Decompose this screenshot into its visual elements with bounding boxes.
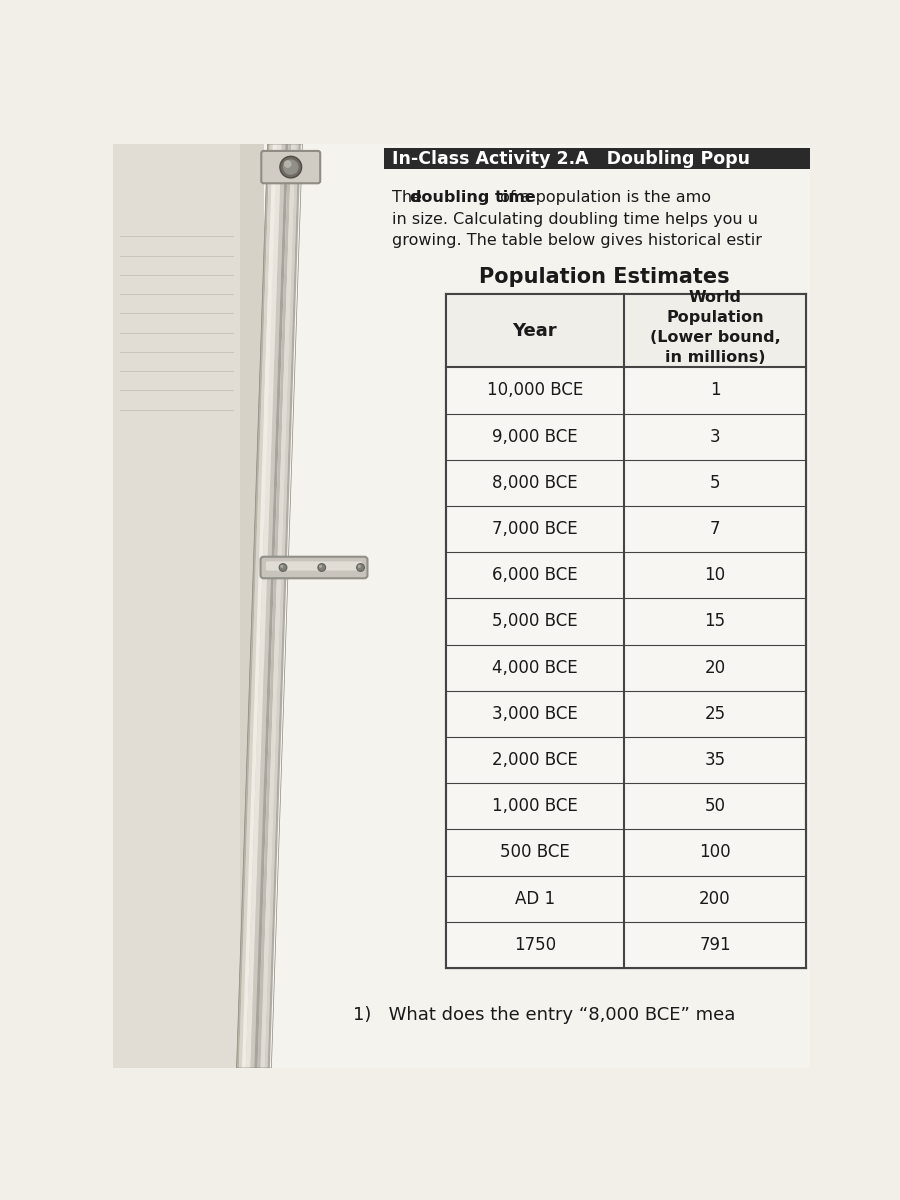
Text: 4,000 BCE: 4,000 BCE bbox=[492, 659, 578, 677]
Ellipse shape bbox=[288, 158, 292, 175]
Polygon shape bbox=[237, 144, 270, 1068]
Polygon shape bbox=[255, 144, 288, 1068]
Circle shape bbox=[279, 564, 287, 571]
FancyBboxPatch shape bbox=[446, 644, 806, 690]
Circle shape bbox=[358, 565, 361, 568]
Text: 7: 7 bbox=[710, 520, 720, 538]
Polygon shape bbox=[260, 144, 295, 1068]
Text: 1750: 1750 bbox=[514, 936, 556, 954]
FancyBboxPatch shape bbox=[240, 144, 264, 1068]
Text: in size. Calculating doubling time helps you u: in size. Calculating doubling time helps… bbox=[392, 211, 758, 227]
Polygon shape bbox=[250, 144, 285, 1068]
Text: World
Population
(Lower bound,
in millions): World Population (Lower bound, in millio… bbox=[650, 290, 780, 365]
FancyBboxPatch shape bbox=[264, 144, 810, 1068]
Text: 791: 791 bbox=[699, 936, 731, 954]
Text: 5,000 BCE: 5,000 BCE bbox=[492, 612, 578, 630]
Text: 7,000 BCE: 7,000 BCE bbox=[492, 520, 578, 538]
Text: 1: 1 bbox=[710, 382, 720, 400]
Text: Year: Year bbox=[513, 322, 557, 340]
Text: 3: 3 bbox=[710, 427, 720, 445]
Polygon shape bbox=[246, 144, 282, 1068]
Text: 200: 200 bbox=[699, 889, 731, 907]
FancyBboxPatch shape bbox=[446, 367, 806, 413]
Ellipse shape bbox=[279, 158, 294, 175]
Text: AD 1: AD 1 bbox=[515, 889, 555, 907]
Circle shape bbox=[356, 564, 365, 571]
FancyBboxPatch shape bbox=[446, 737, 806, 782]
Text: 20: 20 bbox=[705, 659, 725, 677]
FancyBboxPatch shape bbox=[260, 557, 367, 578]
Text: 10,000 BCE: 10,000 BCE bbox=[487, 382, 583, 400]
Text: In-Class Activity 2.A   Doubling Popu: In-Class Activity 2.A Doubling Popu bbox=[392, 150, 750, 168]
FancyBboxPatch shape bbox=[446, 460, 806, 505]
FancyBboxPatch shape bbox=[446, 294, 806, 968]
Text: of a population is the amo: of a population is the amo bbox=[495, 190, 711, 205]
Text: 6,000 BCE: 6,000 BCE bbox=[492, 566, 578, 584]
Ellipse shape bbox=[283, 160, 299, 175]
Text: doubling time: doubling time bbox=[410, 190, 536, 205]
Ellipse shape bbox=[280, 156, 302, 178]
Polygon shape bbox=[267, 144, 301, 1068]
Circle shape bbox=[319, 565, 322, 568]
FancyBboxPatch shape bbox=[261, 151, 320, 184]
Text: 3,000 BCE: 3,000 BCE bbox=[492, 704, 578, 722]
Text: 2,000 BCE: 2,000 BCE bbox=[492, 751, 578, 769]
Text: 10: 10 bbox=[705, 566, 725, 584]
Ellipse shape bbox=[284, 158, 293, 175]
Text: 5: 5 bbox=[710, 474, 720, 492]
Polygon shape bbox=[242, 144, 277, 1068]
Text: 15: 15 bbox=[705, 612, 725, 630]
FancyBboxPatch shape bbox=[446, 294, 806, 367]
Text: 1,000 BCE: 1,000 BCE bbox=[492, 797, 578, 815]
Polygon shape bbox=[265, 144, 299, 1068]
Text: Population Estimates: Population Estimates bbox=[480, 268, 730, 287]
Text: 8,000 BCE: 8,000 BCE bbox=[492, 474, 578, 492]
Polygon shape bbox=[238, 144, 273, 1068]
FancyBboxPatch shape bbox=[112, 144, 264, 1068]
Text: 100: 100 bbox=[699, 844, 731, 862]
FancyBboxPatch shape bbox=[266, 562, 362, 570]
Circle shape bbox=[318, 564, 326, 571]
Text: The: The bbox=[392, 190, 427, 205]
Text: 1)   What does the entry “8,000 BCE” mea: 1) What does the entry “8,000 BCE” mea bbox=[353, 1007, 735, 1025]
Text: 50: 50 bbox=[705, 797, 725, 815]
FancyBboxPatch shape bbox=[383, 148, 810, 169]
Text: 35: 35 bbox=[705, 751, 725, 769]
Text: 25: 25 bbox=[705, 704, 725, 722]
Polygon shape bbox=[257, 144, 292, 1068]
Ellipse shape bbox=[284, 160, 292, 168]
FancyBboxPatch shape bbox=[446, 552, 806, 598]
FancyBboxPatch shape bbox=[446, 922, 806, 967]
Text: growing. The table below gives historical estir: growing. The table below gives historica… bbox=[392, 233, 761, 248]
Text: 500 BCE: 500 BCE bbox=[500, 844, 570, 862]
FancyBboxPatch shape bbox=[446, 829, 806, 875]
Text: 9,000 BCE: 9,000 BCE bbox=[492, 427, 578, 445]
Circle shape bbox=[280, 565, 284, 568]
